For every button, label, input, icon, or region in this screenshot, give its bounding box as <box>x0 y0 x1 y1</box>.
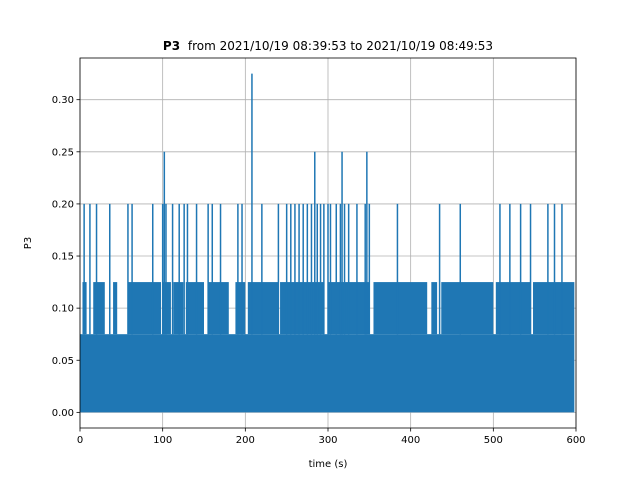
series-dense-band <box>80 334 575 413</box>
y-tick-label: 0.30 <box>52 95 74 106</box>
x-tick-label: 200 <box>236 435 255 446</box>
x-tick-label: 600 <box>566 435 585 446</box>
chart-title-bold: P3 <box>163 39 180 53</box>
y-tick-label: 0.05 <box>52 356 74 367</box>
x-axis-label: time (s) <box>309 459 348 470</box>
x-tick-label: 400 <box>401 435 420 446</box>
x-tick-label: 300 <box>318 435 337 446</box>
y-tick-label: 0.00 <box>52 408 74 419</box>
series-level-0125 <box>173 282 184 335</box>
y-axis-ticks: 0.00 0.05 0.10 0.15 0.20 0.25 0.30 <box>52 95 80 419</box>
series-level-0125 <box>247 282 279 335</box>
chart-title-rest: from 2021/10/19 08:39:53 to 2021/10/19 0… <box>188 39 493 53</box>
x-tick-label: 0 <box>77 435 83 446</box>
plot-frame <box>79 57 577 429</box>
series-level-0125 <box>208 282 229 335</box>
x-tick-label: 500 <box>484 435 503 446</box>
series-level-0125 <box>127 282 162 335</box>
series-level-0125 <box>431 282 438 335</box>
series-level-0125 <box>441 282 494 335</box>
y-tick-label: 0.15 <box>52 252 74 263</box>
series-level-0125 <box>185 282 204 335</box>
x-tick-label: 100 <box>153 435 172 446</box>
y-tick-label: 0.25 <box>52 147 74 158</box>
series-level-0125 <box>373 282 428 335</box>
series-level-0125 <box>533 282 575 335</box>
y-tick-label: 0.10 <box>52 304 74 315</box>
series-level-0125 <box>495 282 531 335</box>
y-tick-label: 0.20 <box>52 199 74 210</box>
series-level-0125 <box>235 282 246 335</box>
series-p3 <box>80 73 575 413</box>
x-axis-ticks: 0 100 200 300 400 500 600 <box>77 428 586 446</box>
series-level-0125 <box>93 282 105 335</box>
series-level-0125 <box>162 282 171 335</box>
y-axis-label: P3 <box>23 237 34 249</box>
chart-title: P3 from 2021/10/19 08:39:53 to 2021/10/1… <box>163 39 493 53</box>
series-level-0125 <box>113 282 118 335</box>
